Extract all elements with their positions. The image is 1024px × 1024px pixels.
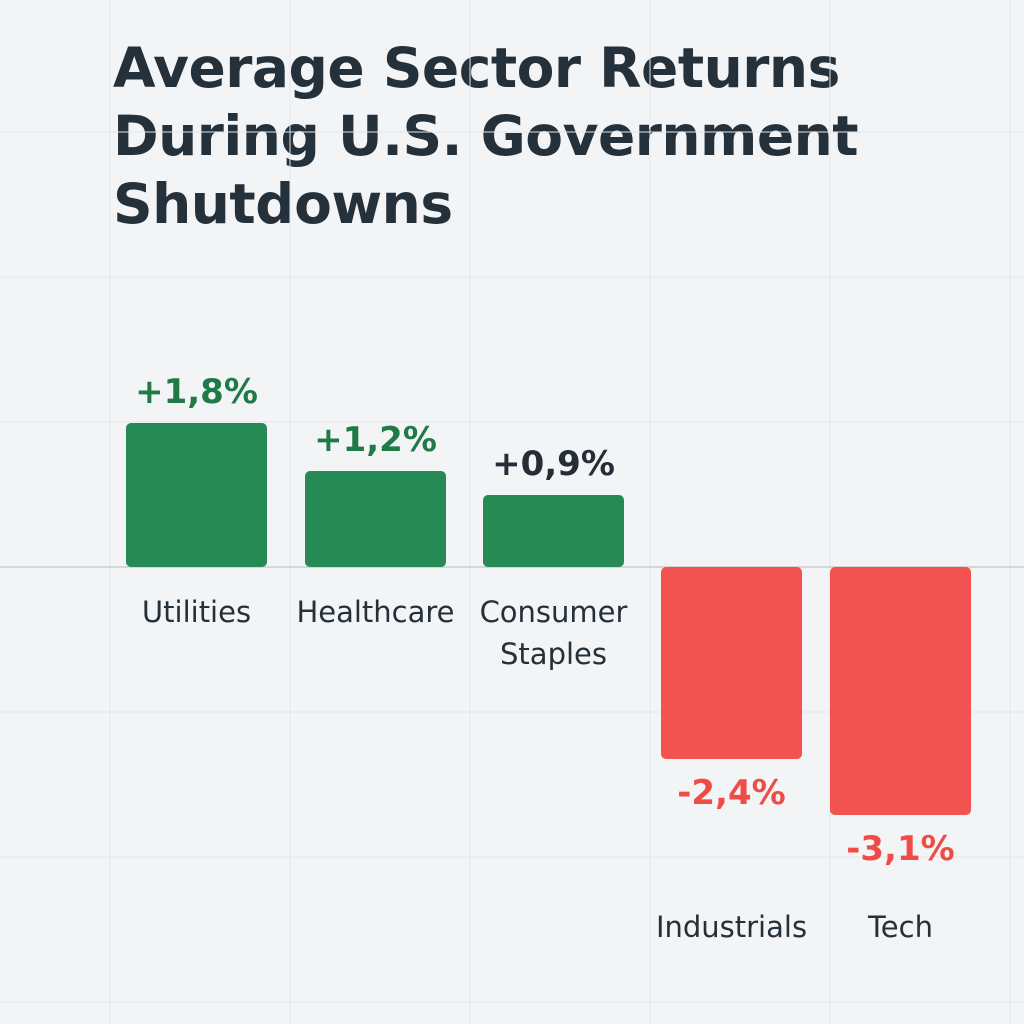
value-label: -3,1%: [846, 829, 954, 869]
bar-tech: [830, 567, 971, 815]
bar-consumer-staples: [483, 495, 624, 567]
chart-title: Average Sector Returns During U.S. Gover…: [113, 36, 859, 236]
category-label: Healthcare: [296, 595, 454, 629]
category-label: Tech: [867, 910, 933, 944]
category-label: Industrials: [656, 910, 807, 944]
bar-healthcare: [305, 471, 446, 567]
value-label: +1,2%: [314, 420, 437, 460]
bar-industrials: [661, 567, 802, 759]
value-label: +1,8%: [135, 372, 258, 412]
category-label: Staples: [500, 637, 607, 671]
category-label: Utilities: [142, 595, 251, 629]
value-label: +0,9%: [492, 444, 615, 484]
category-label: Consumer: [480, 595, 628, 629]
bar-utilities: [126, 423, 267, 567]
value-label: -2,4%: [677, 773, 785, 813]
